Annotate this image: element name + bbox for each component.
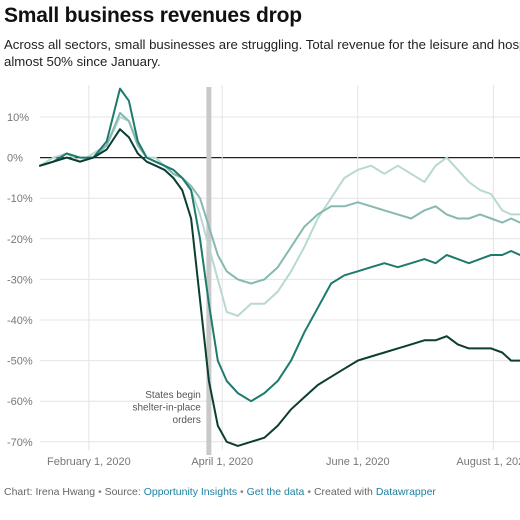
footer-created-prefix: Created with [313,486,373,498]
y-tick-label: -10% [7,193,33,205]
chart-subtitle: Across all sectors, small businesses are… [4,37,520,70]
y-tick-label: -30% [7,274,33,286]
datawrapper-link[interactable]: Datawrapper [375,486,436,498]
footer-chart-credit: Chart: Irena Hwang [4,486,96,498]
x-tick-label: April 1, 2020 [191,456,253,468]
x-tick-label: February 1, 2020 [47,456,131,468]
y-tick-label: 0% [7,153,23,165]
footer-separator: • [97,486,102,498]
series-line-1 [39,116,520,317]
y-tick-label: -50% [7,356,33,368]
get-data-link[interactable]: Get the data [246,486,305,498]
footer-separator: • [307,486,312,498]
footer-source-prefix: Source: [104,486,141,498]
y-tick-label: -70% [7,437,33,449]
footer-separator: • [240,486,244,498]
chart-title: Small business revenues drop [4,4,302,27]
subtitle-line-2: almost 50% since January. [4,53,161,69]
y-tick-label: 10% [7,112,29,124]
y-tick-label: -40% [7,315,33,327]
y-tick-label: -60% [7,396,33,408]
event-annotation-line: States begin [145,390,201,401]
series-line-2 [39,111,520,285]
event-annotation-line: orders [173,415,201,426]
chart-footer: Chart: Irena Hwang • Source: Opportunity… [4,486,436,498]
event-annotation-line: shelter-in-place [133,403,202,414]
shelter-in-place-marker [206,87,212,455]
subtitle-line-1: Across all sectors, small businesses are… [4,37,520,52]
x-tick-label: June 1, 2020 [326,456,390,468]
line-chart: 10% 0% -10% -20% -30% -40% -50% -60% -70% Februar… [7,85,520,468]
source-link[interactable]: Opportunity Insights [143,486,238,498]
series-line-4 [39,128,520,447]
series-line-3 [39,87,520,403]
x-tick-label: August 1, 2020 [456,456,520,468]
y-tick-label: -20% [7,234,33,246]
